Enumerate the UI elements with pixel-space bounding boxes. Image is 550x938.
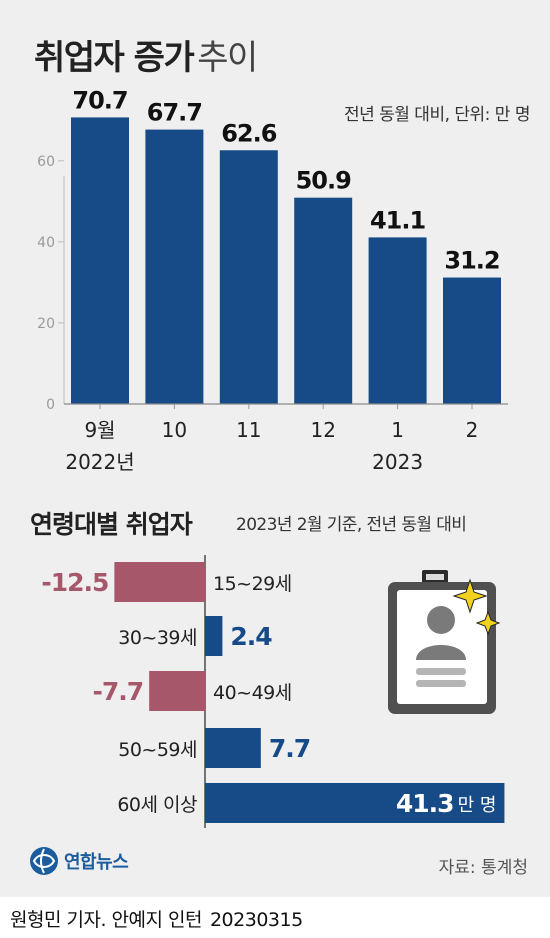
bar <box>368 237 427 404</box>
bar-value-label: 50.9 <box>296 167 352 195</box>
y-tick-label: 60 <box>37 154 55 170</box>
age-bar <box>205 616 223 656</box>
y-tick-label: 20 <box>37 316 55 332</box>
age-chart-subtitle: 2023년 2월 기준, 전년 동월 대비 <box>236 515 467 535</box>
age-value-label: 7.7 <box>269 734 310 763</box>
age-category-label: 15~29세 <box>213 573 292 595</box>
chart-title: 취업자 증가 추이 <box>34 30 258 79</box>
age-value-label: 41.3 <box>396 789 454 818</box>
year-label: 2023 <box>372 450 423 474</box>
unit-note: 전년 동월 대비, 단위: 만 명 <box>343 105 531 125</box>
chart-title-bold: 취업자 증가 <box>34 38 195 78</box>
x-tick-label: 9월 <box>84 418 115 442</box>
year-label: 2022년 <box>65 450 134 474</box>
bar-value-label: 31.2 <box>444 247 499 275</box>
bar-value-label: 67.7 <box>147 99 202 127</box>
id-card-icon <box>388 570 501 714</box>
bar <box>145 129 204 404</box>
age-value-label: -7.7 <box>93 677 144 706</box>
bar-value-label: 62.6 <box>221 119 277 147</box>
x-tick-label: 11 <box>236 418 261 442</box>
age-bar <box>149 671 205 711</box>
age-bar <box>114 562 205 602</box>
age-bar <box>205 783 505 823</box>
source-note: 자료: 통계청 <box>438 858 528 878</box>
chart-title-light: 추이 <box>197 38 258 78</box>
age-category-label: 40~49세 <box>213 682 292 704</box>
yonhap-globe-icon <box>30 847 58 875</box>
bar <box>219 150 278 404</box>
age-value-label: 2.4 <box>230 622 272 651</box>
logo-text: 연합뉴스 <box>64 852 129 873</box>
bar-value-label: 41.1 <box>370 206 426 234</box>
age-bar <box>205 728 261 768</box>
age-category-label: 60세 이상 <box>117 794 197 816</box>
bar <box>71 117 129 405</box>
byline: 원형민 기자. 안예지 인턴 20230315 <box>10 905 303 932</box>
age-chart-title: 연령대별 취업자 <box>30 510 193 539</box>
y-tick-label: 40 <box>37 235 55 251</box>
bar-value-label: 70.7 <box>72 86 127 114</box>
x-tick-label: 10 <box>162 418 187 442</box>
bar <box>443 277 501 404</box>
employment-bar-chart: 0 20 40 60 70.7 9월 67.7 10 62.6 11 50.9 12 41.1 1 31.2… <box>37 86 508 474</box>
age-group-bar-chart: 15~29세 -12.5 30~39세 2.4 40~49세 -7.7 50~59세 7.7 6… <box>41 555 505 828</box>
x-tick-label: 12 <box>310 418 335 442</box>
age-category-label: 50~59세 <box>118 739 197 761</box>
age-value-unit: 만 명 <box>458 795 497 816</box>
x-tick-label: 2 <box>466 418 479 442</box>
byline-date: 20230315 <box>209 909 303 931</box>
y-tick-label: 0 <box>46 397 55 413</box>
yonhap-logo: 연합뉴스 <box>28 843 129 879</box>
bar <box>294 197 353 404</box>
age-category-label: 30~39세 <box>118 627 197 649</box>
age-value-label: -12.5 <box>41 568 108 597</box>
x-tick-label: 1 <box>391 418 404 442</box>
byline-names: 원형민 기자. 안예지 인턴 <box>10 909 202 931</box>
